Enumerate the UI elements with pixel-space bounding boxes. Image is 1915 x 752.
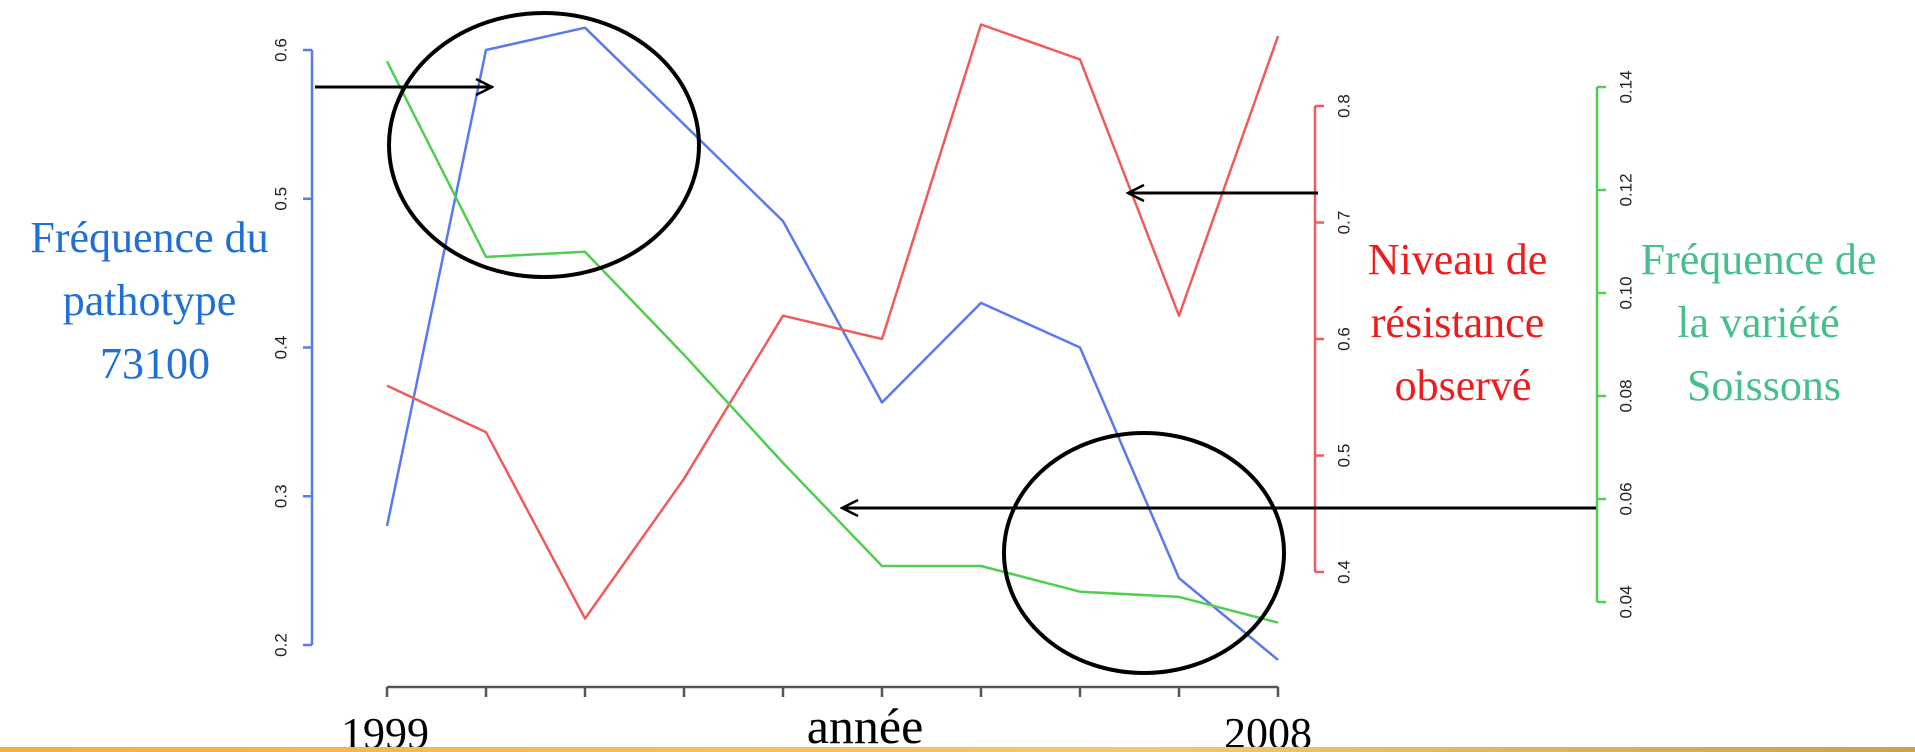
series-lines xyxy=(385,23,1280,661)
right1-tick-label: 0.4 xyxy=(1334,560,1353,584)
right-y-axis-resistance: 0.4 0.5 0.6 0.7 0.8 xyxy=(1313,94,1353,584)
right2-tick-label: 0.12 xyxy=(1616,173,1635,206)
left-tick-label: 0.4 xyxy=(271,336,290,360)
x-axis: 1999 2008 xyxy=(341,685,1312,752)
right2-tick-label: 0.14 xyxy=(1616,70,1635,103)
label-resistance: Niveau de résistance observé xyxy=(1368,235,1559,410)
x-tick-label-last: 2008 xyxy=(1224,709,1312,752)
left-tick-label: 0.6 xyxy=(271,38,290,62)
left-y-axis: 0.2 0.3 0.4 0.5 0.6 xyxy=(271,38,314,657)
right2-tick-label: 0.10 xyxy=(1616,276,1635,309)
right1-tick-label: 0.6 xyxy=(1334,327,1353,351)
left-tick-label: 0.2 xyxy=(271,633,290,657)
label-soissons: Fréquence de la variété Soissons xyxy=(1641,235,1888,410)
series-line-left xyxy=(385,26,1279,661)
left-tick-label: 0.5 xyxy=(271,187,290,211)
left-tick-label: 0.3 xyxy=(271,484,290,508)
bottom-decor-bar xyxy=(0,747,1915,752)
right-y-axis-soissons: 0.04 0.06 0.08 0.10 0.12 0.14 xyxy=(1595,70,1635,619)
x-axis-title: année xyxy=(807,698,924,752)
right1-tick-label: 0.7 xyxy=(1334,211,1353,235)
series-line-right2 xyxy=(385,60,1279,624)
series-line-right1 xyxy=(386,23,1280,620)
right2-tick-label: 0.06 xyxy=(1616,482,1635,515)
x-tick-label-first: 1999 xyxy=(341,709,429,752)
right1-tick-label: 0.5 xyxy=(1334,444,1353,468)
annotation-ellipse-decline xyxy=(1002,431,1286,675)
right2-tick-label: 0.08 xyxy=(1616,379,1635,412)
right2-tick-label: 0.04 xyxy=(1616,585,1635,618)
right1-tick-label: 0.8 xyxy=(1334,94,1353,118)
annotation-ellipse-peak xyxy=(387,11,701,279)
label-pathotype: Fréquence du pathotype 73100 xyxy=(30,213,279,388)
